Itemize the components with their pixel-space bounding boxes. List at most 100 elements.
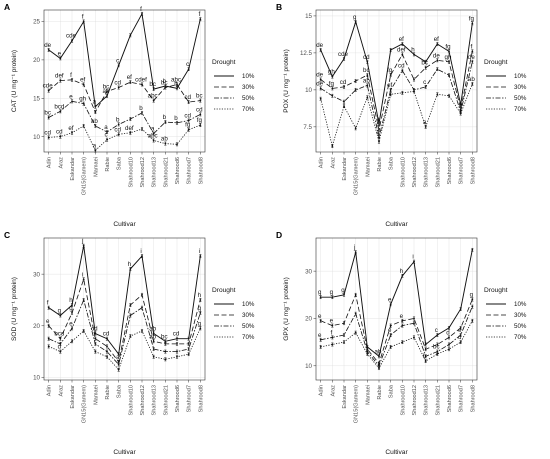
significance-label: def — [125, 125, 134, 132]
significance-label: e — [318, 313, 322, 320]
data-point — [71, 39, 73, 42]
significance-label: f — [470, 43, 472, 50]
data-point — [94, 337, 97, 340]
data-point — [117, 64, 120, 67]
x-tick-label: Shahrood13 — [424, 157, 430, 187]
data-point — [71, 340, 73, 343]
significance-label: e — [400, 313, 404, 320]
significance-label: ab — [91, 118, 98, 125]
significance-label: e — [69, 93, 73, 100]
data-point — [129, 131, 132, 134]
x-axis-title: Cultivar — [113, 449, 136, 456]
series-line-50pct — [320, 306, 473, 367]
data-point — [59, 79, 62, 82]
significance-label: e — [58, 50, 62, 57]
data-point — [187, 119, 190, 122]
data-point — [164, 350, 167, 353]
data-point — [59, 337, 62, 340]
data-point — [176, 337, 178, 340]
data-point — [366, 74, 369, 76]
significance-label: g — [58, 307, 62, 314]
panel-letter: B — [276, 2, 282, 12]
data-point — [401, 341, 404, 344]
significance-label: def — [55, 73, 64, 80]
data-point — [129, 34, 132, 37]
data-point — [117, 368, 120, 371]
legend-label: 30% — [514, 312, 527, 319]
data-point — [82, 299, 85, 301]
data-point — [106, 345, 108, 348]
data-point — [366, 353, 369, 355]
significance-label: a — [376, 129, 380, 136]
significance-label: bc — [149, 81, 156, 88]
significance-label: abc — [148, 93, 158, 100]
significance-label: fg — [329, 80, 335, 87]
data-point — [176, 355, 178, 358]
legend-label: 30% — [514, 84, 527, 91]
data-point — [152, 348, 155, 350]
significance-label: bc — [363, 67, 370, 74]
significance-label: b — [423, 353, 427, 360]
data-point — [82, 278, 85, 281]
data-point — [378, 136, 380, 139]
data-point — [141, 293, 143, 296]
y-tick-label: 10 — [33, 375, 40, 382]
data-point — [71, 304, 73, 307]
significance-label: gh — [79, 96, 86, 103]
y-axis-title: POX (U mg⁻¹ protein) — [283, 49, 290, 113]
x-tick-label: Saba — [117, 156, 123, 170]
significance-label: cd — [196, 106, 203, 113]
data-point — [436, 334, 439, 336]
significance-label: c — [104, 132, 107, 139]
data-point — [448, 327, 450, 329]
data-point — [366, 96, 369, 99]
data-point — [424, 343, 427, 346]
significance-label: e — [69, 320, 73, 327]
data-point — [424, 66, 427, 69]
data-point — [401, 91, 404, 94]
legend-label: 50% — [242, 95, 255, 102]
data-point — [82, 125, 85, 127]
y-tick-label: 20 — [305, 316, 312, 323]
significance-label: b — [163, 114, 167, 121]
significance-label: h — [128, 261, 132, 268]
data-point — [199, 18, 202, 21]
x-tick-label: Shahrood6 — [175, 157, 181, 184]
data-point — [199, 311, 202, 314]
data-point — [413, 90, 415, 93]
data-point — [59, 314, 62, 317]
data-point — [176, 83, 178, 86]
y-axis-title: GPX (U mg⁻¹ protein) — [283, 277, 290, 341]
x-tick-label: GN15(Gamem) — [82, 385, 88, 423]
x-tick-label: Shahrood7 — [459, 385, 465, 412]
data-point — [164, 86, 167, 89]
data-point — [401, 43, 404, 45]
data-point — [354, 88, 357, 91]
data-point — [82, 330, 85, 332]
legend-label: 70% — [242, 334, 255, 341]
data-point — [152, 88, 155, 90]
data-point — [448, 60, 450, 63]
x-tick-label: Shahrood8 — [198, 385, 204, 412]
significance-label: f — [47, 300, 49, 307]
significance-label: cd — [340, 79, 347, 86]
data-point — [117, 353, 120, 356]
data-point — [152, 99, 155, 102]
data-point — [424, 355, 427, 358]
data-point — [343, 293, 345, 296]
significance-label: fg — [185, 122, 191, 129]
significance-label: c — [186, 61, 189, 68]
y-tick-label: 10 — [33, 134, 40, 141]
data-point — [389, 74, 392, 76]
data-point — [187, 337, 190, 340]
x-tick-label: Rabie — [105, 157, 111, 172]
legend-label: 10% — [514, 301, 527, 308]
data-point — [319, 296, 322, 299]
significance-label: h — [69, 297, 73, 304]
data-point — [59, 135, 62, 138]
series-line-50pct — [320, 61, 473, 138]
significance-label: f — [70, 72, 72, 79]
legend-label: 70% — [242, 106, 255, 113]
series-line-70pct — [320, 83, 473, 148]
